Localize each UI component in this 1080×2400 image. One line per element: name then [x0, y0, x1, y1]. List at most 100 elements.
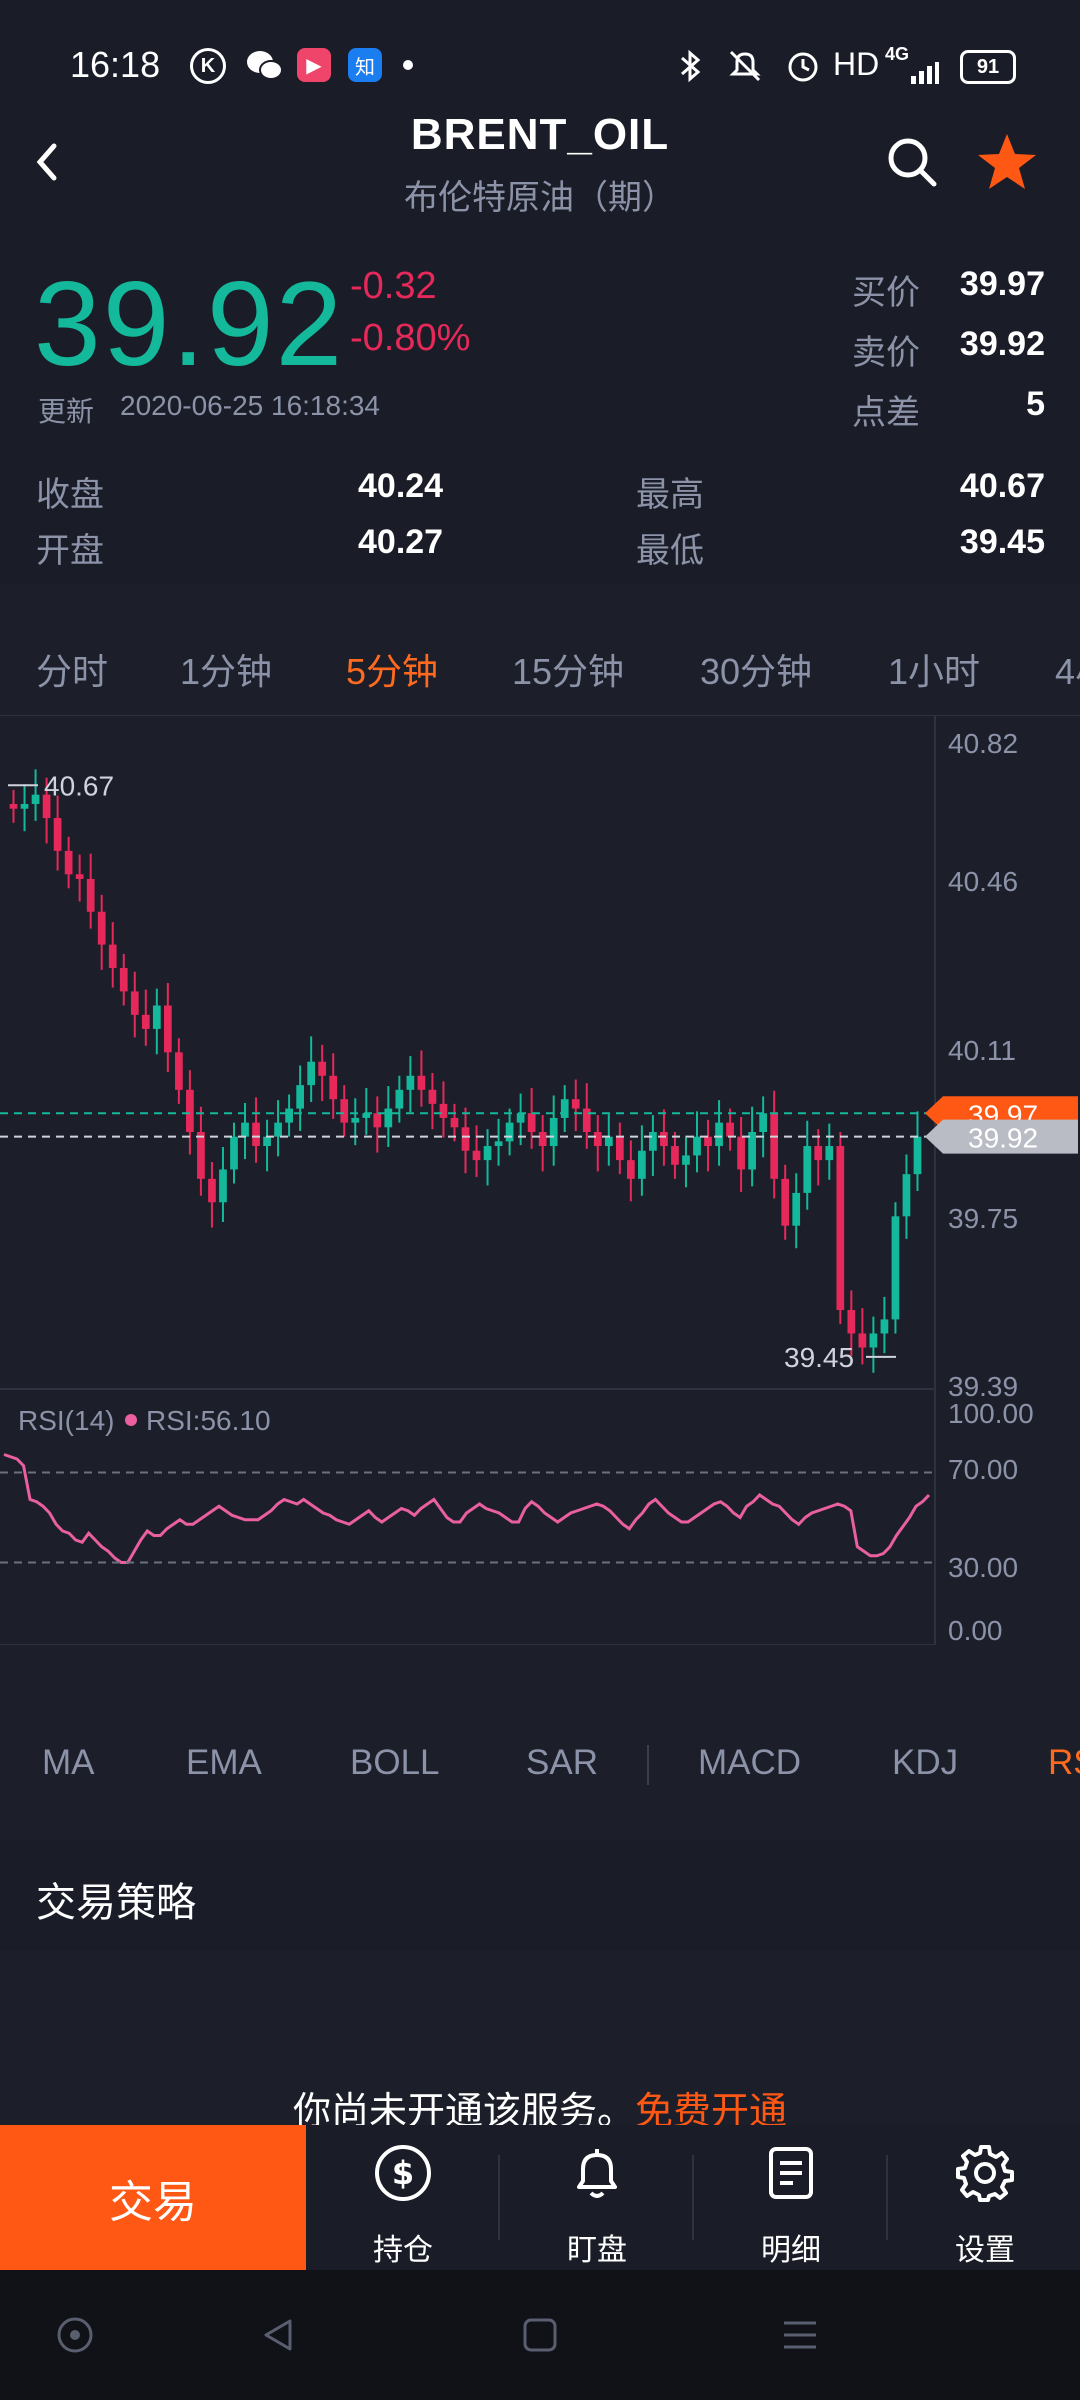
- candle-body: [230, 1136, 238, 1170]
- candle-body: [263, 1136, 271, 1147]
- assistant-nav-icon[interactable]: [55, 2315, 95, 2355]
- tab-period-30m[interactable]: 30分钟: [700, 651, 813, 692]
- system-nav-bar: [0, 2270, 1080, 2400]
- candle-body: [31, 794, 40, 805]
- tab-period-5m[interactable]: 5分钟: [346, 651, 439, 692]
- tab-period-timeshare[interactable]: 分时: [36, 651, 109, 692]
- details-button[interactable]: 明细: [696, 2125, 886, 2270]
- candle-body: [803, 1146, 812, 1193]
- tab-indicator-boll[interactable]: BOLL: [350, 1743, 440, 1782]
- candle-body: [505, 1122, 514, 1142]
- candle-body: [891, 1216, 900, 1320]
- status-bar: 16:18 K ▶ 知 HD 4G 91: [0, 0, 1080, 130]
- candle-body: [439, 1103, 448, 1118]
- candle-body: [130, 991, 139, 1015]
- candle-body: [538, 1131, 547, 1147]
- dollar-circle-icon: $: [375, 2145, 431, 2201]
- candle-body: [560, 1099, 569, 1118]
- rsi-label: RSI(14): [18, 1405, 114, 1436]
- tab-indicator-kdj[interactable]: KDJ: [892, 1743, 959, 1782]
- favorite-button[interactable]: [975, 130, 1039, 194]
- candle-body: [75, 874, 84, 879]
- document-icon: [769, 2147, 813, 2199]
- price-chart[interactable]: 40.82 40.46 40.11 39.75 39.39 39.97 39.92 40.67…: [0, 714, 1080, 1646]
- candle-body: [836, 1146, 845, 1311]
- candle-body: [847, 1310, 856, 1334]
- video-app-icon: ▶: [297, 48, 331, 82]
- candle-body: [858, 1333, 867, 1348]
- tab-indicator-rsi[interactable]: RSI: [1048, 1743, 1080, 1782]
- candle-body: [582, 1108, 591, 1132]
- ask-label: 卖价: [852, 334, 920, 372]
- home-nav-icon[interactable]: [520, 2315, 560, 2355]
- chevron-left-icon: [36, 143, 57, 181]
- candle-body: [307, 1061, 316, 1086]
- candle-body: [516, 1113, 525, 1123]
- candle-body: [20, 804, 29, 809]
- spread-value: 5: [1026, 385, 1045, 423]
- search-icon: [888, 138, 937, 187]
- tab-period-1h[interactable]: 1小时: [888, 651, 981, 692]
- positions-button[interactable]: $ 持仓: [308, 2125, 498, 2270]
- rsi-axis-tick: 70.00: [948, 1454, 1018, 1485]
- tab-indicator-macd[interactable]: MACD: [698, 1743, 802, 1782]
- tab-indicator-ema[interactable]: EMA: [186, 1743, 262, 1782]
- candle-body: [902, 1174, 911, 1217]
- current-price: 39.92: [34, 257, 345, 391]
- tab-period-1m[interactable]: 1分钟: [180, 651, 273, 692]
- candle-body: [494, 1141, 503, 1147]
- wechat-icon: [245, 48, 285, 89]
- indicator-divider: [647, 1745, 649, 1785]
- candle-body: [880, 1319, 889, 1334]
- tab-period-15m[interactable]: 15分钟: [512, 651, 625, 692]
- rsi-axis-tick: 100.00: [948, 1398, 1034, 1429]
- candle-body: [869, 1333, 878, 1348]
- high-value: 40.67: [959, 467, 1045, 505]
- candle-body: [219, 1169, 227, 1203]
- ask-price-tag-bg: [925, 1119, 1078, 1154]
- rsi-series-line: [3, 1453, 931, 1564]
- signal-icon: [885, 62, 939, 89]
- tab-indicator-sar[interactable]: SAR: [526, 1743, 598, 1782]
- candle-body: [638, 1150, 646, 1179]
- menu-nav-icon[interactable]: [780, 2315, 820, 2355]
- settings-button[interactable]: 设置: [890, 2125, 1080, 2270]
- bottom-divider: [498, 2155, 500, 2240]
- candle-body: [660, 1131, 668, 1147]
- price-axis-tick: 39.39: [948, 1371, 1018, 1402]
- candle-body: [241, 1122, 249, 1137]
- candle-body: [351, 1117, 360, 1123]
- candle-body: [252, 1122, 260, 1147]
- ask-price-tag: 39.92: [968, 1123, 1038, 1154]
- candle-body: [285, 1108, 293, 1123]
- candle-body: [472, 1150, 481, 1161]
- candle-body: [97, 911, 106, 945]
- candle-body: [274, 1122, 282, 1137]
- candle-body: [108, 944, 117, 969]
- tab-indicator-ma[interactable]: MA: [42, 1743, 95, 1782]
- gear-icon: [956, 2145, 1014, 2202]
- spread-label: 点差: [852, 394, 920, 432]
- close-label: 收盘: [36, 476, 104, 514]
- header: [0, 130, 1080, 235]
- star-icon: [978, 134, 1036, 189]
- watch-button[interactable]: 盯盘: [502, 2125, 692, 2270]
- candle-body: [615, 1136, 624, 1161]
- trade-button[interactable]: 交易: [0, 2125, 306, 2270]
- quote-panel: 39.92 -0.32 -0.80% 更新 2020-06-25 16:18:3…: [0, 235, 1080, 585]
- open-value: 40.27: [358, 523, 444, 561]
- price-axis-tick: 40.46: [948, 866, 1018, 897]
- strategy-title: 交易策略: [36, 1881, 196, 1925]
- candle-body: [483, 1146, 492, 1161]
- price-axis-tick: 39.75: [948, 1203, 1018, 1234]
- back-nav-icon[interactable]: [258, 2315, 298, 2355]
- candle-body: [549, 1117, 558, 1147]
- update-time: 2020-06-25 16:18:34: [120, 390, 380, 421]
- bottom-divider: [886, 2155, 888, 2240]
- search-button[interactable]: [882, 132, 942, 192]
- back-button[interactable]: [20, 132, 80, 192]
- candle-body: [186, 1089, 194, 1132]
- candle-body: [748, 1131, 756, 1170]
- tab-period-4h[interactable]: 4小时: [1055, 651, 1080, 692]
- candle-body: [395, 1089, 404, 1109]
